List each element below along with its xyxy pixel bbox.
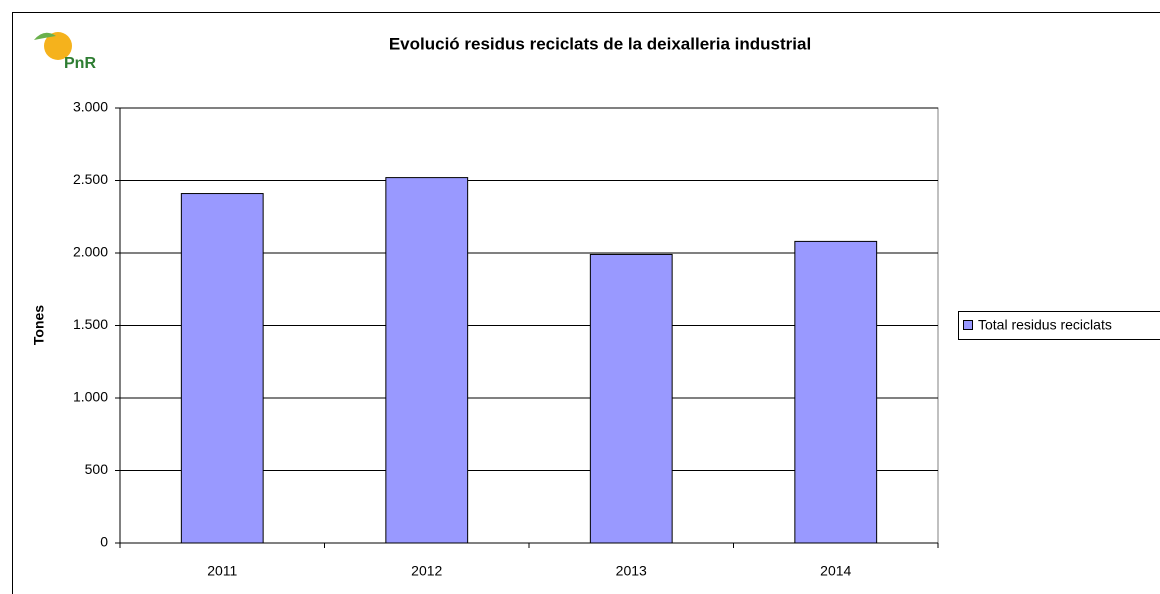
y-tick-label: 2.000 (73, 244, 108, 260)
bar (589, 253, 673, 544)
x-tick-label: 2011 (207, 563, 237, 579)
y-tick-label: 1.000 (73, 389, 108, 405)
bar (180, 193, 264, 544)
chart-title: Evolució residus reciclats de la deixall… (389, 34, 811, 53)
y-tick-label: 2.500 (73, 171, 108, 187)
logo-leaf (34, 32, 56, 40)
legend-label: Total residus reciclats (978, 317, 1112, 333)
legend-box (958, 311, 1160, 340)
y-axis-label: Tones (31, 305, 47, 345)
logo: PnR (34, 32, 96, 72)
bar (385, 177, 469, 544)
legend-swatch (963, 320, 973, 330)
y-tick-label: 1.500 (73, 316, 108, 332)
y-tick-label: 0 (100, 534, 108, 550)
logo-sun (44, 32, 72, 60)
x-tick-label: 2012 (411, 563, 442, 579)
bar (794, 240, 878, 544)
y-tick-label: 3.000 (73, 99, 108, 115)
y-tick-label: 500 (85, 461, 109, 477)
x-tick-label: 2013 (616, 563, 647, 579)
x-tick-label: 2014 (820, 563, 851, 579)
logo-text: PnR (64, 55, 96, 72)
